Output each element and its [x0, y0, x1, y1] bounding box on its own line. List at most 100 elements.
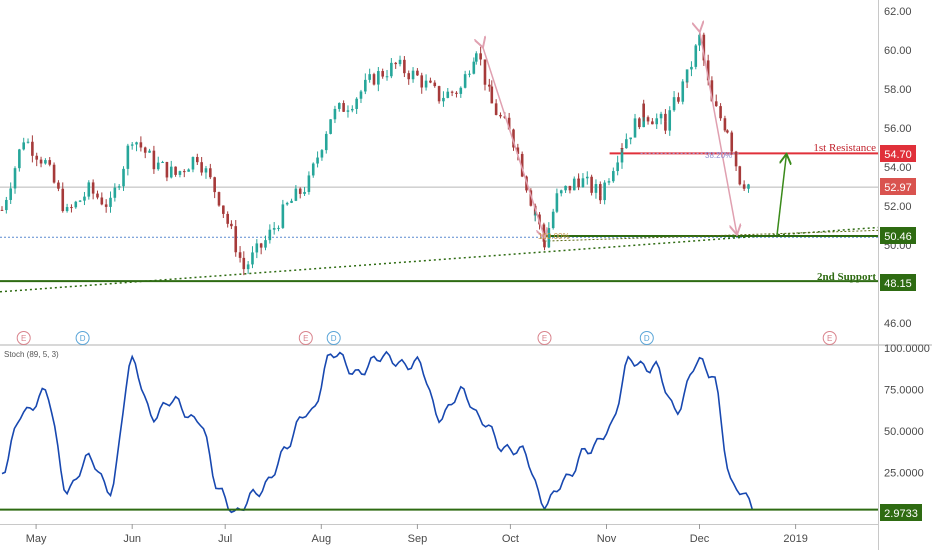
candle-body [442, 97, 445, 102]
candle-body [70, 207, 73, 209]
candle-body [316, 157, 319, 164]
candle-body [681, 81, 685, 102]
candle-body [734, 151, 738, 167]
event-marker-letter: E [303, 334, 308, 343]
candle-body [581, 178, 585, 188]
candle-body [329, 119, 332, 134]
candle-body [13, 168, 17, 189]
candle-body [44, 160, 47, 164]
candle-body [0, 209, 4, 211]
candle-body [488, 84, 491, 87]
candle-body [39, 159, 43, 164]
candle-body [346, 110, 350, 112]
candle-body [174, 166, 177, 175]
candle-body [437, 86, 441, 102]
candle-body [182, 171, 186, 173]
candle-body [385, 76, 389, 78]
candle-body [490, 86, 494, 104]
candle-body [416, 70, 419, 76]
candle-body [209, 168, 212, 178]
rising-trendline [0, 226, 879, 293]
candle-body [664, 121, 667, 131]
stoch-title: Stoch (89, 5, 3) [4, 350, 59, 359]
candle-body [590, 176, 593, 193]
candle-body [187, 169, 190, 172]
candle-body [633, 118, 637, 138]
candle-body [222, 205, 225, 214]
candle-body [577, 178, 580, 188]
event-marker-letter: E [827, 334, 832, 343]
candle-body [272, 228, 276, 230]
candle-body [268, 229, 272, 241]
stoch-tick-label: 100.0000 [884, 343, 930, 355]
candle-body [230, 223, 233, 227]
candle-body [48, 160, 52, 165]
candle-body [723, 118, 727, 131]
candle-body [368, 74, 371, 80]
candle-body [555, 193, 559, 212]
candle-body [351, 108, 354, 111]
candle-body [165, 161, 169, 178]
candle-body [398, 59, 402, 65]
candle-body [483, 59, 487, 85]
candle-body [543, 241, 546, 248]
candle-body [277, 227, 280, 229]
candle-body [607, 181, 611, 183]
candle-body [685, 69, 689, 82]
candle-body [213, 177, 216, 193]
candle-body [226, 213, 229, 224]
candle-body [747, 184, 750, 189]
candle-body [104, 204, 108, 207]
candle-body [620, 148, 624, 150]
time-tick-label: Jun [123, 533, 141, 545]
candle-body [690, 66, 693, 70]
candle-body [294, 188, 298, 201]
candle-body [135, 142, 138, 145]
candle-body [52, 164, 56, 183]
candle-body [463, 74, 467, 88]
candle-body [742, 184, 746, 189]
candle-body [130, 144, 134, 146]
candle-body [472, 61, 476, 74]
target-arrow [776, 155, 786, 236]
time-axis-ticks: May Jun Jul Aug Sep Oct Nov Dec 2019 [26, 524, 808, 545]
event-marker-letter: D [644, 334, 650, 343]
candle-body [5, 199, 8, 211]
candle-body [285, 202, 289, 205]
price-tick-label: 56.00 [884, 123, 912, 135]
event-marker-circle [537, 331, 552, 345]
candle-body [238, 252, 242, 258]
time-tick-label: Dec [690, 533, 710, 545]
candle-body [298, 188, 302, 194]
event-marker-letter: D [331, 334, 337, 343]
candle-body [585, 176, 589, 179]
candle-body [290, 200, 293, 203]
candle-body [96, 193, 99, 198]
candle-body [246, 264, 250, 270]
candle-body [126, 145, 130, 169]
candle-body [9, 188, 12, 200]
candle-body [61, 188, 65, 212]
stochastic-series [0, 350, 878, 514]
candle-body [251, 252, 254, 265]
candle-body [217, 192, 221, 206]
candle-body [659, 113, 663, 119]
fib-38-label: 38.20% [705, 151, 732, 160]
candle-body [433, 82, 437, 87]
candle-body [91, 182, 95, 194]
stoch-tick-label: 25.0000 [884, 468, 924, 480]
resistance-label: 1st Resistance [813, 142, 876, 154]
candle-body [143, 147, 147, 153]
candle-body [264, 240, 267, 248]
candle-body [411, 70, 415, 80]
candle-body [57, 182, 60, 189]
event-marker-circle [75, 331, 90, 345]
candle-body [242, 257, 246, 270]
candle-body [390, 62, 393, 77]
candle-body [307, 175, 311, 192]
stoch-value-badge: 2.9733 [880, 504, 922, 521]
candle-body [403, 59, 406, 74]
candle-body [475, 53, 478, 62]
candle-body [152, 150, 156, 170]
event-marker-circle [822, 331, 837, 345]
